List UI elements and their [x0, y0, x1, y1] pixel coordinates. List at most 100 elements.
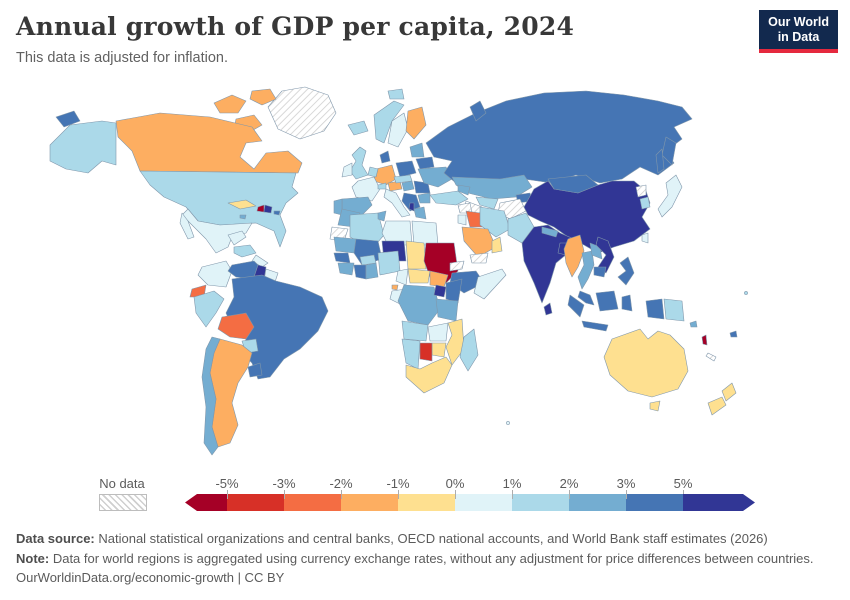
country-saudi-arabia[interactable] [461, 226, 497, 258]
country-namibia[interactable] [401, 338, 421, 370]
country-indonesia-borneo[interactable] [595, 290, 619, 312]
country-cuba[interactable] [227, 199, 257, 210]
country-ivory-coast[interactable] [353, 264, 367, 280]
legend-segment-4[interactable] [341, 494, 398, 511]
country-chile[interactable] [201, 336, 221, 456]
country-zimbabwe[interactable] [431, 342, 447, 358]
country-sweden[interactable] [387, 112, 409, 148]
country-russia-novaya-zemlya[interactable] [469, 100, 487, 122]
country-malaysia[interactable] [577, 290, 595, 306]
country-tunisia[interactable] [377, 210, 387, 222]
country-alaska[interactable] [49, 120, 117, 174]
country-netherlands[interactable] [367, 166, 379, 178]
country-new-zealand-north[interactable] [721, 382, 737, 402]
country-japan[interactable] [657, 174, 683, 218]
country-caucasus[interactable] [457, 184, 471, 196]
country-mexico-yucatan[interactable] [227, 230, 247, 246]
country-uzbekistan[interactable] [475, 196, 499, 210]
legend-segment-2[interactable] [227, 494, 284, 511]
legend-segment-8[interactable] [569, 494, 626, 511]
country-united-kingdom[interactable] [349, 146, 369, 180]
country-south-korea[interactable] [639, 196, 651, 210]
small-island-dot-b[interactable] [744, 291, 748, 295]
country-denmark[interactable] [379, 150, 391, 164]
country-vanuatu[interactable] [701, 334, 708, 346]
legend-segment-3[interactable] [284, 494, 341, 511]
country-eritrea[interactable] [449, 260, 465, 272]
country-svalbard[interactable] [387, 88, 405, 100]
country-senegal[interactable] [333, 252, 351, 264]
country-nigeria[interactable] [377, 250, 401, 276]
country-zambia[interactable] [427, 322, 449, 342]
legend-no-data-swatch[interactable] [99, 494, 147, 511]
country-nepal[interactable] [541, 226, 559, 238]
country-madagascar[interactable] [459, 328, 479, 372]
country-iceland[interactable] [347, 120, 369, 136]
country-central-african-republic[interactable] [407, 268, 431, 284]
country-france[interactable] [351, 176, 381, 202]
country-tasmania[interactable] [649, 400, 661, 412]
country-russia-chukotka-wrap[interactable] [55, 110, 81, 128]
country-mongolia[interactable] [547, 174, 599, 194]
country-somalia[interactable] [473, 268, 507, 300]
country-angola[interactable] [401, 320, 429, 342]
country-cambodia[interactable] [593, 266, 607, 278]
country-uganda[interactable] [433, 284, 447, 298]
country-greenland[interactable] [267, 86, 337, 140]
country-yemen[interactable] [469, 252, 489, 264]
country-indonesia-java[interactable] [581, 320, 609, 332]
country-united-states[interactable] [139, 170, 299, 248]
country-tanzania[interactable] [435, 298, 459, 322]
country-puerto-rico[interactable] [273, 210, 281, 216]
country-turkey[interactable] [429, 190, 469, 206]
country-sri-lanka[interactable] [543, 302, 553, 316]
owid-logo[interactable]: Our World in Data [759, 10, 838, 53]
country-myanmar[interactable] [563, 234, 585, 278]
legend-segment-9[interactable] [626, 494, 683, 511]
country-hungary[interactable] [401, 180, 415, 192]
country-guatemala[interactable] [233, 244, 257, 258]
country-north-korea[interactable] [635, 184, 647, 198]
country-mexico-baja[interactable] [179, 212, 195, 240]
country-belarus[interactable] [415, 156, 435, 170]
country-argentina[interactable] [209, 338, 253, 448]
country-canada-arctic-1[interactable] [213, 94, 247, 114]
country-peru[interactable] [193, 290, 225, 328]
country-russia-kamchatka[interactable] [661, 136, 677, 166]
country-mauritania[interactable] [333, 236, 357, 254]
country-new-caledonia[interactable] [705, 352, 717, 362]
footer-license-line[interactable]: OurWorldinData.org/economic-growth | CC … [16, 570, 285, 585]
small-island-dot-a[interactable] [506, 421, 510, 425]
legend-colorbar[interactable] [185, 494, 755, 511]
country-uruguay[interactable] [247, 362, 263, 378]
country-jordan[interactable] [457, 214, 467, 226]
country-taiwan[interactable] [641, 232, 649, 244]
country-papua-new-guinea[interactable] [663, 298, 685, 322]
country-australia[interactable] [603, 328, 689, 398]
country-philippines[interactable] [617, 256, 635, 286]
country-burkina-faso[interactable] [359, 254, 377, 266]
country-ukraine[interactable] [417, 166, 453, 188]
country-italy[interactable] [383, 188, 411, 218]
country-greece[interactable] [413, 206, 427, 220]
country-colombia[interactable] [197, 260, 233, 288]
country-egypt[interactable] [411, 220, 439, 246]
country-canada[interactable] [115, 112, 303, 174]
country-russia-sakhalin[interactable] [655, 148, 665, 174]
country-switzerland[interactable] [377, 182, 387, 190]
country-indonesia-papua[interactable] [645, 298, 665, 320]
country-oman[interactable] [491, 236, 503, 254]
country-ireland[interactable] [341, 162, 353, 178]
country-indonesia-sumatra[interactable] [567, 294, 585, 318]
country-south-africa[interactable] [405, 356, 453, 394]
country-albania[interactable] [408, 202, 415, 212]
country-bulgaria[interactable] [417, 192, 431, 204]
country-equatorial-guinea[interactable] [391, 284, 399, 291]
country-dominican-republic[interactable] [263, 204, 273, 214]
country-indonesia-sulawesi[interactable] [621, 294, 633, 312]
legend-segment-6[interactable] [455, 494, 512, 511]
country-finland[interactable] [405, 106, 427, 140]
country-kenya[interactable] [445, 278, 463, 304]
legend-segment-1[interactable] [185, 494, 227, 511]
legend-no-data-block[interactable]: No data [97, 476, 147, 511]
